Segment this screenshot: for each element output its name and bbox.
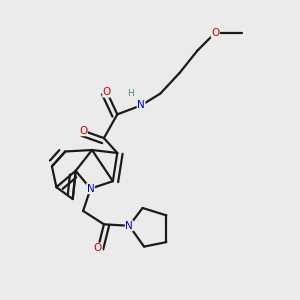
Text: N: N (87, 184, 94, 194)
Text: O: O (103, 87, 111, 97)
Text: O: O (79, 126, 87, 136)
Text: H: H (127, 89, 134, 98)
Text: N: N (125, 221, 133, 231)
Text: O: O (94, 243, 102, 253)
Text: N: N (137, 100, 145, 110)
Text: O: O (211, 28, 220, 38)
